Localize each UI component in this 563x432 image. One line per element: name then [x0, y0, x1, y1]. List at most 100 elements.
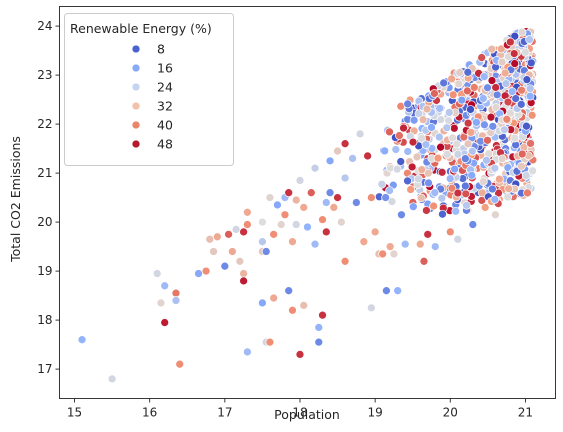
scatter-point [506, 37, 515, 47]
scatter-point [333, 146, 342, 156]
scatter-point [437, 167, 447, 177]
plot-frame [59, 6, 556, 399]
scatter-point [445, 227, 455, 237]
scatter-point [525, 91, 535, 101]
scatter-point [355, 129, 365, 139]
scatter-point [453, 149, 463, 159]
y-tick-label: 17 [37, 362, 52, 376]
y-axis-label: Total CO2 Emissions [8, 136, 23, 263]
scatter-point [517, 149, 527, 159]
scatter-point [427, 123, 436, 132]
scatter-point [175, 359, 185, 369]
scatter-point [228, 247, 237, 256]
scatter-point [220, 261, 230, 271]
scatter-point [507, 87, 517, 96]
scatter-point [340, 139, 350, 149]
scatter-point [406, 185, 415, 194]
scatter-point [510, 133, 520, 143]
scatter-point [239, 269, 248, 278]
scatter-point [430, 89, 439, 98]
scatter-point [340, 173, 350, 183]
scatter-point [463, 139, 473, 149]
scatter-point [490, 195, 500, 204]
scatter-point [525, 35, 534, 44]
scatter-point [269, 293, 279, 303]
y-tick-label: 22 [37, 117, 52, 131]
scatter-point [472, 118, 481, 127]
scatter-point [500, 125, 509, 135]
scatter-point [467, 146, 477, 156]
scatter-point [516, 99, 526, 109]
scatter-point [201, 266, 211, 276]
scatter-point [152, 269, 162, 278]
scatter-point [299, 301, 309, 310]
scatter-point [408, 202, 418, 212]
scatter-point [397, 210, 406, 220]
scatter-point [523, 188, 532, 198]
legend-label: 40 [157, 118, 173, 133]
legend-marker [131, 139, 141, 149]
legend-label: 48 [157, 137, 173, 152]
scatter-point [435, 104, 445, 113]
scatter-point [393, 286, 403, 296]
legend-label: 16 [157, 61, 173, 76]
scatter-point [527, 110, 537, 120]
x-tick-label: 20 [443, 406, 458, 420]
scatter-point [399, 123, 408, 133]
scatter-point [496, 44, 506, 54]
scatter-point [367, 193, 376, 202]
scatter-point [231, 225, 241, 234]
scatter-points [77, 129, 500, 384]
legend-entries: 8 16 24 32 40 48 [131, 42, 173, 152]
scatter-point [414, 109, 424, 119]
scatter-point [299, 203, 309, 212]
scatter-point [367, 303, 376, 313]
scatter-point [409, 115, 419, 125]
scatter-point [258, 298, 267, 308]
scatter-point [387, 197, 397, 206]
x-axis: 15 16 17 18 19 20 21 [67, 398, 533, 420]
scatter-point [303, 222, 312, 232]
scatter-point [439, 78, 449, 88]
scatter-point [382, 286, 391, 296]
scatter-point [502, 114, 512, 124]
scatter-point [491, 83, 501, 92]
scatter-point [416, 193, 426, 203]
scatter-point [209, 247, 218, 256]
scatter-point [385, 127, 394, 137]
scatter-point [265, 193, 275, 202]
scatter-point [448, 90, 458, 100]
scatter-point [359, 237, 369, 247]
legend-label: 32 [157, 99, 173, 114]
scatter-point [321, 198, 331, 207]
scatter-point [510, 31, 520, 41]
legend-label: 24 [157, 80, 173, 95]
scatter-point [407, 162, 417, 172]
scatter-point [392, 164, 402, 174]
scatter-point [352, 198, 361, 207]
scatter-point [437, 193, 447, 203]
scatter-point [495, 174, 504, 184]
legend-marker [131, 63, 141, 73]
legend-marker [131, 44, 141, 54]
scatter-point [412, 152, 422, 162]
scatter-point [492, 90, 502, 100]
scatter-point [438, 209, 447, 219]
scatter-point [400, 239, 410, 249]
scatter-point [340, 256, 350, 266]
scatter-point [107, 374, 117, 384]
scatter-point [318, 310, 327, 320]
scatter-point [488, 121, 498, 131]
scatter-point [497, 154, 507, 164]
legend-box [64, 13, 234, 166]
scatter-point [454, 79, 464, 89]
scatter-point [477, 53, 487, 62]
y-tick-label: 18 [37, 313, 52, 327]
scatter-point [442, 149, 452, 159]
scatter-point [314, 337, 324, 347]
scatter-point [480, 203, 490, 212]
x-tick-label: 18 [292, 406, 307, 420]
scatter-point [423, 230, 433, 239]
scatter-point [171, 296, 181, 305]
scatter-point [442, 123, 452, 133]
